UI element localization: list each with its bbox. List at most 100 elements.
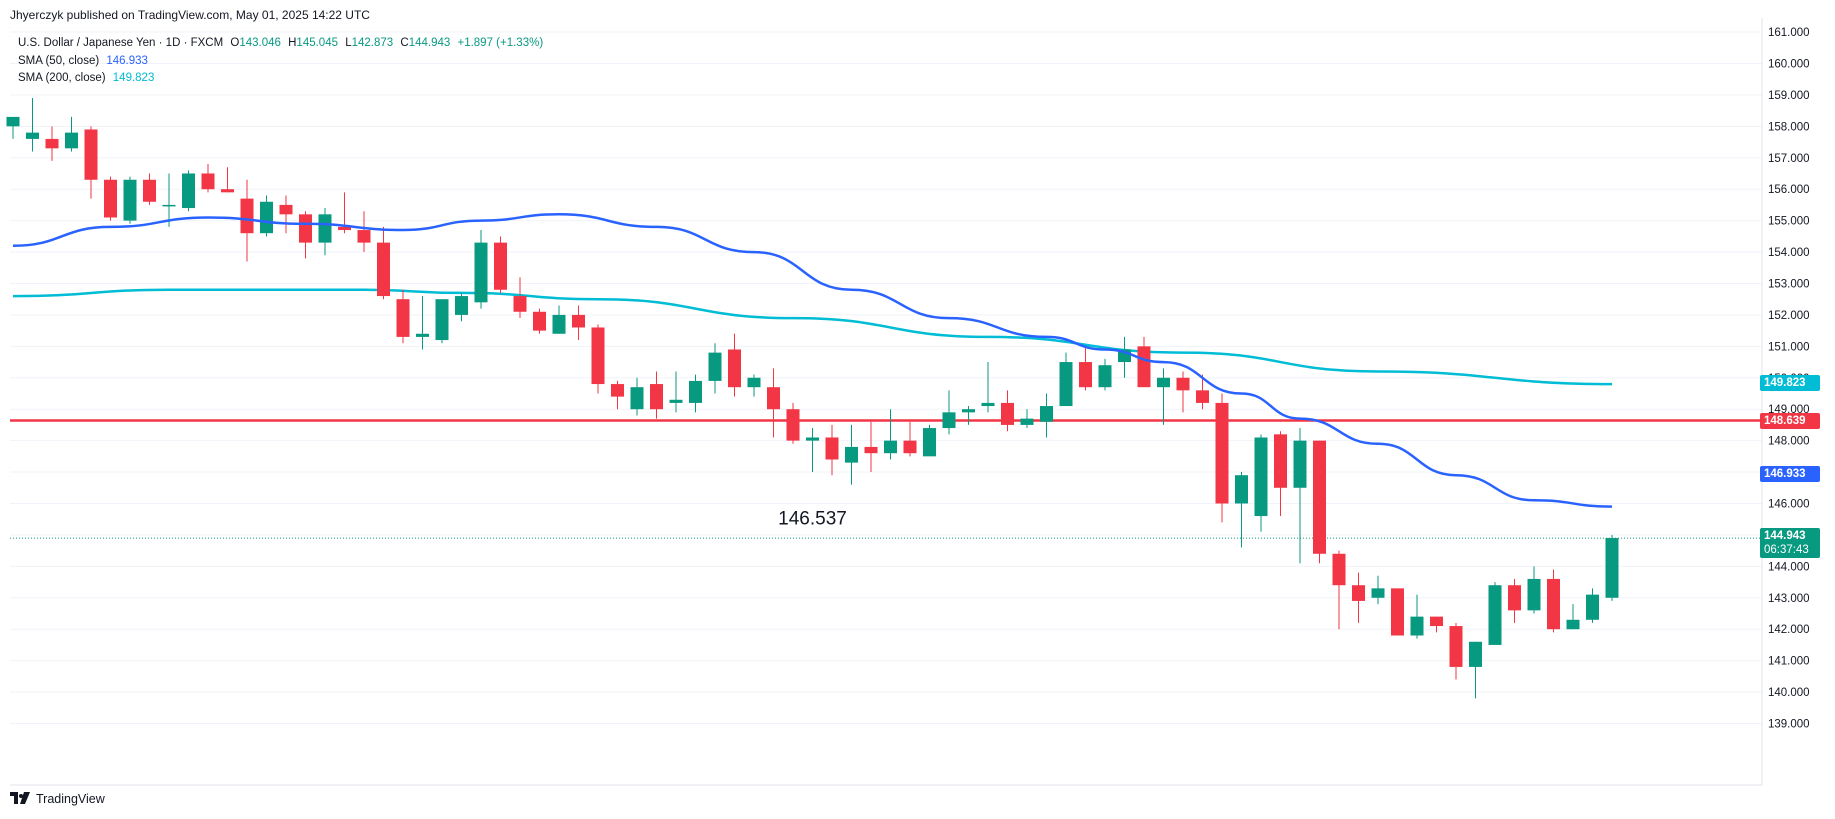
candle-body xyxy=(1508,585,1521,611)
candle[interactable] xyxy=(1293,428,1307,564)
candle[interactable] xyxy=(981,362,995,413)
candle[interactable] xyxy=(1508,578,1521,623)
candle[interactable] xyxy=(747,374,761,397)
candle[interactable] xyxy=(669,371,683,413)
candle[interactable] xyxy=(1020,409,1034,429)
sma50-line xyxy=(12,213,1613,508)
candle[interactable] xyxy=(1040,393,1053,438)
candle[interactable] xyxy=(1157,368,1170,425)
candle[interactable] xyxy=(864,421,878,473)
candle[interactable] xyxy=(6,116,20,139)
y-tick-label: 139.000 xyxy=(1768,719,1810,731)
candle-body xyxy=(435,299,449,341)
candle[interactable] xyxy=(767,368,780,438)
candle[interactable] xyxy=(611,380,624,410)
candle[interactable] xyxy=(1254,434,1268,532)
candle[interactable] xyxy=(650,371,663,419)
candle[interactable] xyxy=(1391,588,1404,636)
candle[interactable] xyxy=(513,277,527,319)
candle[interactable] xyxy=(825,424,839,476)
candle[interactable] xyxy=(1235,472,1248,548)
candle[interactable] xyxy=(884,409,897,460)
candle[interactable] xyxy=(1176,371,1190,413)
candle[interactable] xyxy=(1605,534,1619,601)
candle[interactable] xyxy=(260,195,273,237)
candle[interactable] xyxy=(1527,566,1541,614)
candle[interactable] xyxy=(1469,641,1482,699)
candle[interactable] xyxy=(162,173,176,227)
candle-body xyxy=(864,446,878,454)
candle[interactable] xyxy=(1371,575,1385,605)
candle[interactable] xyxy=(923,424,936,457)
candle[interactable] xyxy=(494,236,507,293)
candle[interactable] xyxy=(1059,352,1073,407)
candle[interactable] xyxy=(1196,374,1209,410)
candle[interactable] xyxy=(845,424,858,485)
candle-body xyxy=(357,230,371,243)
candle[interactable] xyxy=(357,211,371,253)
candle[interactable] xyxy=(1274,431,1287,517)
candle[interactable] xyxy=(786,402,800,444)
candle[interactable] xyxy=(201,164,215,193)
candle[interactable] xyxy=(806,428,819,473)
candle[interactable] xyxy=(279,195,293,234)
candle[interactable] xyxy=(1547,569,1560,633)
candle[interactable] xyxy=(123,176,137,224)
candle[interactable] xyxy=(65,116,78,152)
candle[interactable] xyxy=(533,308,546,334)
candle[interactable] xyxy=(572,305,585,341)
candle[interactable] xyxy=(1137,336,1151,388)
candle-body xyxy=(1313,440,1326,554)
sma200-row[interactable]: SMA (200, close) 149.823 xyxy=(18,70,543,88)
candle[interactable] xyxy=(728,333,741,397)
candle-body xyxy=(1196,390,1209,403)
candle[interactable] xyxy=(221,167,234,193)
candle[interactable] xyxy=(143,173,156,205)
candle[interactable] xyxy=(45,126,59,161)
candle[interactable] xyxy=(84,126,98,199)
candle[interactable] xyxy=(1586,588,1599,623)
candle[interactable] xyxy=(435,299,449,344)
candle[interactable] xyxy=(1118,336,1131,378)
candle[interactable] xyxy=(630,377,644,416)
candle[interactable] xyxy=(455,292,468,322)
candle[interactable] xyxy=(1001,390,1014,432)
candle[interactable] xyxy=(104,176,117,221)
tradingview-brand[interactable]: TradingView xyxy=(10,792,105,806)
candle[interactable] xyxy=(591,324,605,394)
candle[interactable] xyxy=(26,98,39,152)
candle[interactable] xyxy=(689,374,702,413)
candle[interactable] xyxy=(182,170,195,212)
candle[interactable] xyxy=(1488,582,1502,645)
candle[interactable] xyxy=(1079,346,1092,391)
candle[interactable] xyxy=(318,208,332,256)
candle[interactable] xyxy=(552,305,566,334)
symbol-row[interactable]: U.S. Dollar / Japanese Yen · 1D · FXCM O… xyxy=(18,35,543,53)
candle-body xyxy=(1352,585,1365,601)
sma50-value: 146.933 xyxy=(106,54,148,67)
candle[interactable] xyxy=(299,211,312,259)
y-tick-label: 142.000 xyxy=(1768,624,1810,636)
candle[interactable] xyxy=(396,289,410,344)
candle[interactable] xyxy=(1098,358,1112,391)
sma50-row[interactable]: SMA (50, close) 146.933 xyxy=(18,53,543,71)
candle[interactable] xyxy=(377,226,390,300)
candle[interactable] xyxy=(416,296,429,350)
candle[interactable] xyxy=(903,421,917,457)
candle[interactable] xyxy=(942,390,956,435)
candle[interactable] xyxy=(474,230,488,309)
candle[interactable] xyxy=(1352,572,1365,623)
candle[interactable] xyxy=(1313,440,1326,564)
candle[interactable] xyxy=(1449,622,1463,680)
candle-body xyxy=(1586,594,1599,620)
candle[interactable] xyxy=(1566,604,1580,630)
change-value: +1.897 (+1.33%) xyxy=(457,37,544,49)
candle-body xyxy=(123,179,137,221)
candle[interactable] xyxy=(1410,594,1424,639)
candle[interactable] xyxy=(1215,393,1229,523)
candle[interactable] xyxy=(962,406,975,425)
candle[interactable] xyxy=(1332,550,1346,630)
candle[interactable] xyxy=(708,343,722,394)
candle[interactable] xyxy=(1430,616,1443,633)
